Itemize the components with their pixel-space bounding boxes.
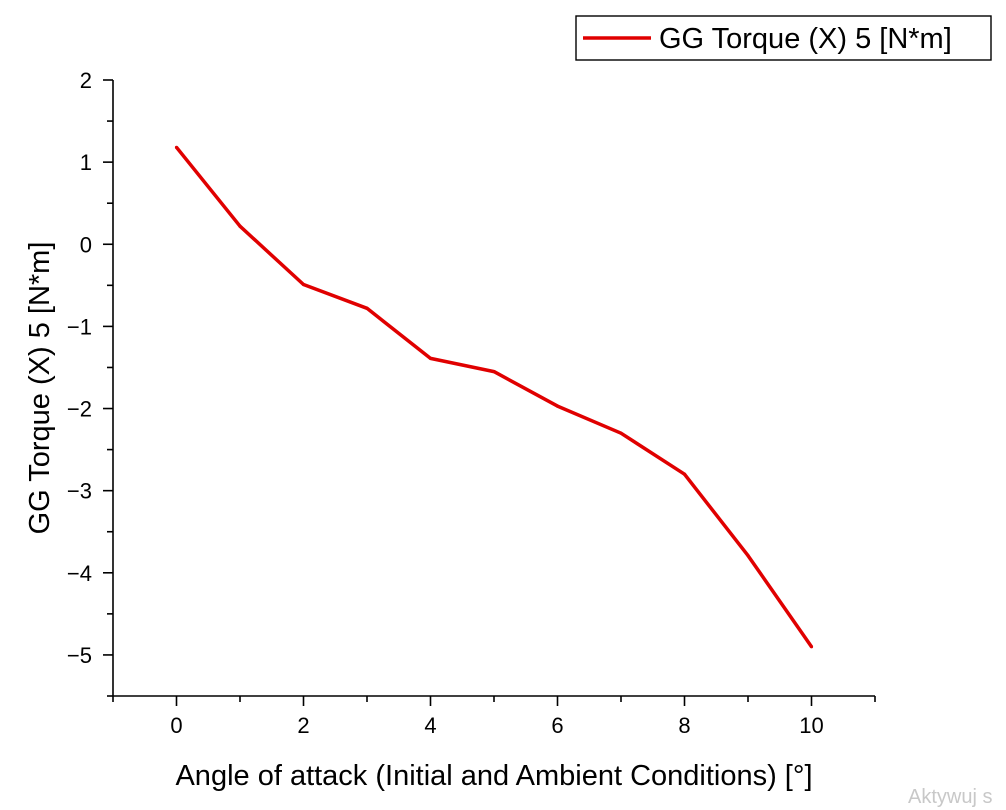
x-tick-label: 2 xyxy=(297,713,309,738)
ticks xyxy=(103,79,876,706)
y-tick-label: 0 xyxy=(80,232,92,257)
x-tick-label: 4 xyxy=(424,713,436,738)
x-tick-label: 6 xyxy=(551,713,563,738)
data-point xyxy=(555,404,560,408)
data-point xyxy=(238,224,242,228)
x-tick-label: 0 xyxy=(170,713,182,738)
x-axis-title: Angle of attack (Initial and Ambient Con… xyxy=(175,760,812,792)
data-point xyxy=(365,306,369,310)
y-tick-label: 1 xyxy=(80,150,92,175)
data-point xyxy=(174,145,179,149)
y-tick-label: 2 xyxy=(80,68,92,93)
y-tick-label: −4 xyxy=(67,561,92,586)
data-point xyxy=(619,431,623,435)
y-tick-label: −3 xyxy=(67,479,92,504)
x-tick-label: 8 xyxy=(678,713,690,738)
data-point xyxy=(809,645,814,649)
data-point xyxy=(492,369,496,374)
legend: GG Torque (X) 5 [N*m] xyxy=(575,15,992,61)
series xyxy=(174,145,814,649)
y-axis-title: GG Torque (X) 5 [N*m] xyxy=(24,242,56,535)
data-point xyxy=(682,472,687,476)
y-tick-label: −5 xyxy=(67,643,92,668)
data-point xyxy=(301,282,306,287)
x-tick-label: 10 xyxy=(799,713,823,738)
axes xyxy=(112,80,875,697)
y-tick-label: −2 xyxy=(67,397,92,422)
legend-label: GG Torque (X) 5 [N*m] xyxy=(659,23,952,55)
data-point xyxy=(746,553,750,558)
series-line xyxy=(175,146,813,648)
watermark-text: Aktywuj s xyxy=(908,786,993,808)
y-tick-label: −1 xyxy=(67,314,92,339)
data-point xyxy=(428,356,433,361)
